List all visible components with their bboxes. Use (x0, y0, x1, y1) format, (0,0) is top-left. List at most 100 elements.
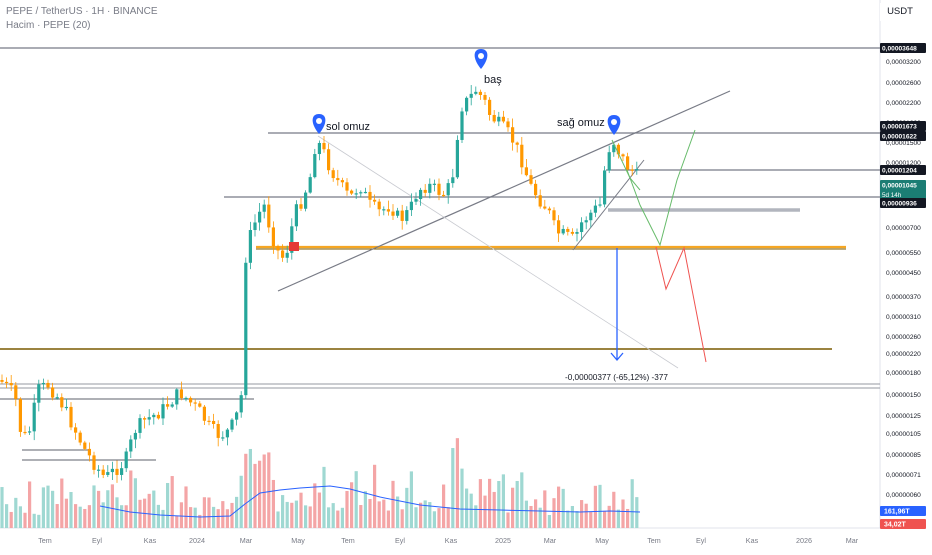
x-tick-label: May (595, 536, 609, 545)
volume-bar (262, 454, 266, 528)
volume-bar (538, 507, 542, 528)
volume-bar (290, 502, 294, 528)
volume-bar (156, 504, 160, 528)
price-candle (382, 209, 386, 211)
price-candle (497, 116, 501, 122)
price-candle (607, 152, 611, 171)
price-candle (202, 406, 206, 421)
price-candle (538, 195, 542, 207)
price-candle (299, 204, 303, 209)
y-tick-label: 0,00000105 (886, 431, 921, 438)
volume-bar (313, 483, 317, 528)
volume-bar (520, 472, 524, 528)
volume-bar (46, 485, 50, 528)
location-pin-dot (611, 119, 617, 125)
price-candle (437, 183, 441, 195)
price-candle (120, 468, 124, 475)
volume-bar (589, 512, 593, 528)
price-candle (308, 177, 312, 193)
volume-bar (570, 506, 574, 528)
price-candle (635, 168, 639, 171)
y-tick-label: 0,00001200 (886, 160, 921, 167)
volume-bar (115, 497, 119, 528)
price-label: 0,00001204 (882, 168, 917, 175)
volume-bar (340, 507, 344, 528)
price-candle (589, 212, 593, 221)
price-candle (156, 414, 160, 419)
price-candle (152, 414, 156, 418)
volume-bar (308, 506, 312, 528)
price-candle (336, 178, 340, 181)
price-candle (239, 395, 243, 413)
price-candle (14, 385, 18, 399)
currency-selector[interactable]: USDT (880, 3, 920, 21)
price-candle (276, 246, 280, 251)
volume-bar (419, 502, 423, 528)
volume-bar (446, 507, 450, 528)
price-candle (534, 183, 538, 196)
price-label: 0,00003648 (882, 46, 917, 53)
volume-bar (543, 490, 547, 528)
price-label-box (880, 180, 926, 200)
y-tick-label: 0,00000125 (886, 413, 921, 420)
price-candle (64, 406, 68, 409)
price-label: 0,00001622 (882, 134, 917, 141)
volume-bar (23, 512, 27, 528)
volume-bar (391, 480, 395, 528)
volume-bar (129, 470, 133, 528)
price-candle (225, 429, 229, 438)
volume-bar (170, 476, 174, 528)
price-candle (331, 170, 335, 179)
x-tick-label: Eyl (92, 536, 102, 545)
volume-bar (566, 510, 570, 528)
volume-bar (37, 514, 41, 528)
y-tick-label: 0,00000550 (886, 250, 921, 257)
volume-bar (281, 495, 285, 528)
price-candle (584, 220, 588, 223)
price-candle (5, 381, 9, 384)
volume-bar (598, 484, 602, 528)
x-tick-label: Mar (846, 536, 859, 545)
price-candle (368, 191, 372, 200)
volume-bar (120, 505, 124, 528)
price-label-box (880, 198, 926, 208)
price-label-box (880, 43, 926, 53)
volume-bar (359, 505, 363, 528)
volume-bar (584, 503, 588, 528)
price-candle (446, 183, 450, 196)
price-label: 0,00001673 (882, 124, 917, 131)
x-tick-label: Eyl (696, 536, 706, 545)
price-candle (547, 208, 551, 211)
volume-bar (133, 478, 137, 528)
price-candle (212, 420, 216, 424)
volume-bar (276, 511, 280, 528)
price-candle (506, 121, 510, 128)
volume-bar (547, 514, 551, 528)
volume-indicator-title: Hacim · PEPE (20) (6, 20, 91, 31)
price-candle (74, 427, 78, 433)
price-candle (575, 232, 579, 234)
price-candle (377, 201, 381, 210)
volume-bar (621, 499, 625, 528)
price-candle (460, 111, 464, 140)
price-candle (55, 397, 59, 399)
volume-label: 161,96T (884, 509, 910, 516)
price-candle (524, 167, 528, 176)
price-candle (161, 404, 165, 419)
price-candle (488, 99, 492, 115)
price-candle (386, 209, 390, 212)
y-tick-label: 0,00000060 (886, 492, 921, 499)
volume-bar (593, 485, 597, 528)
volume-bar (331, 503, 335, 528)
price-candle (110, 468, 114, 473)
volume-bar (455, 438, 459, 528)
price-candle (253, 222, 257, 231)
x-tick-label: 2026 (796, 536, 812, 545)
volume-bar (60, 478, 64, 528)
volume-bar (432, 511, 436, 528)
price-candle (262, 204, 266, 212)
volume-bar (267, 452, 271, 528)
price-candle (51, 387, 55, 398)
